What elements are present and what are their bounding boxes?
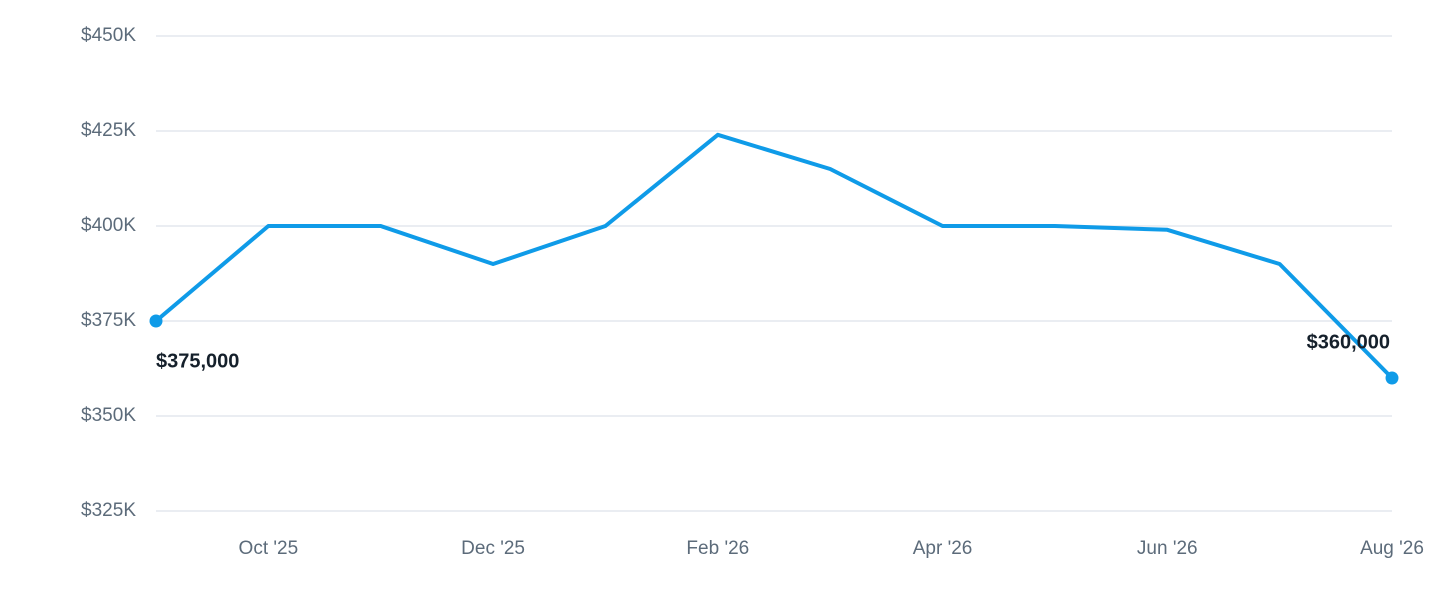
x-tick-label: Apr '26: [913, 538, 973, 559]
x-tick-label: Aug '26: [1360, 538, 1424, 559]
y-tick-label: $400K: [81, 215, 136, 236]
value-label: $360,000: [1307, 331, 1390, 353]
y-tick-label: $350K: [81, 405, 136, 426]
end-point: [1385, 371, 1399, 385]
value-label: $375,000: [156, 350, 239, 372]
x-tick-label: Feb '26: [686, 538, 749, 559]
y-tick-label: $325K: [81, 500, 136, 521]
x-tick-label: Oct '25: [239, 538, 299, 559]
y-tick-label: $425K: [81, 120, 136, 141]
end-point: [149, 314, 163, 328]
y-tick-label: $450K: [81, 25, 136, 46]
x-tick-label: Dec '25: [461, 538, 525, 559]
y-tick-label: $375K: [81, 310, 136, 331]
x-tick-label: Jun '26: [1137, 538, 1198, 559]
data-line: [154, 132, 1394, 380]
